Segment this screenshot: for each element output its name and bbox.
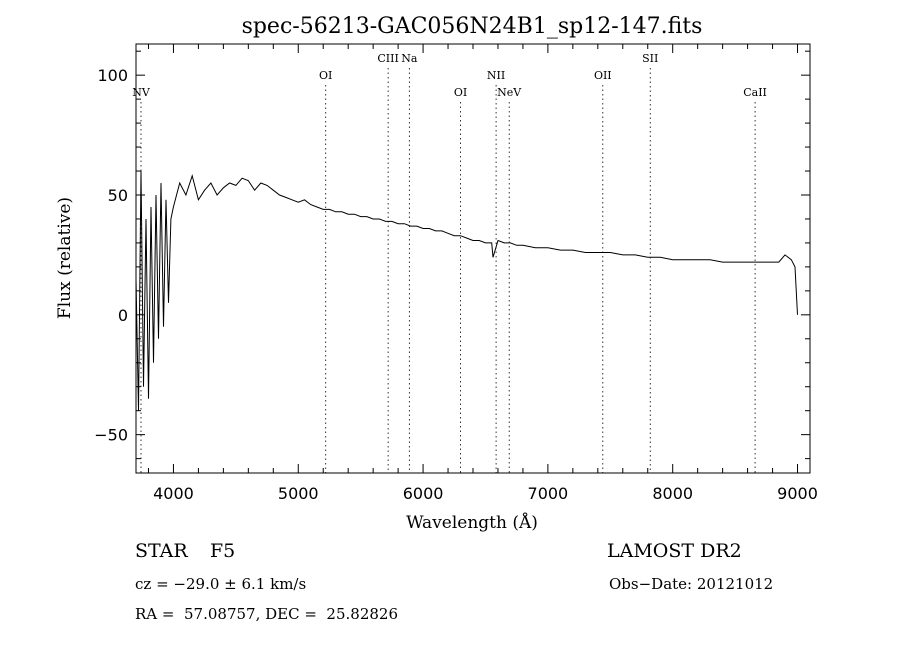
observation-date: Obs−Date: 20121012 bbox=[609, 575, 774, 593]
coordinates-readout: RA = 57.08757, DEC = 25.82826 bbox=[135, 605, 399, 623]
emission-line-label: OII bbox=[594, 69, 612, 82]
emission-line-label: OI bbox=[319, 69, 332, 82]
x-tick-label: 5000 bbox=[278, 484, 319, 503]
emission-line-label: CaII bbox=[743, 86, 767, 99]
emission-line-label: SII bbox=[642, 52, 658, 65]
plot-border bbox=[135, 43, 811, 474]
redshift-readout: cz = −29.0 ± 6.1 km/s bbox=[135, 575, 307, 593]
emission-line-markers: NV OI CIII Na OI NII NeV OII SII CaII bbox=[132, 52, 767, 473]
flux-series bbox=[135, 170, 798, 411]
x-axis-label: Wavelength (Å) bbox=[406, 512, 538, 533]
survey-name: LAMOST DR2 bbox=[607, 540, 742, 562]
y-tick-label: 50 bbox=[108, 186, 128, 205]
x-tick-label: 4000 bbox=[153, 484, 194, 503]
flux-line bbox=[135, 170, 798, 411]
y-tick-label: 0 bbox=[118, 306, 128, 325]
y-axis-label: Flux (relative) bbox=[55, 197, 75, 319]
y-tick-label: −50 bbox=[94, 426, 128, 445]
y-axis-ticks: −50 0 50 100 bbox=[94, 50, 810, 460]
emission-line-label: NeV bbox=[497, 86, 522, 99]
y-tick-label: 100 bbox=[97, 66, 128, 85]
object-class: STAR bbox=[135, 540, 188, 562]
plot-frame bbox=[135, 43, 811, 474]
x-tick-label: 6000 bbox=[403, 484, 444, 503]
emission-line-label: CIII bbox=[377, 52, 398, 65]
x-tick-label: 9000 bbox=[777, 484, 818, 503]
emission-line-label: Na bbox=[401, 52, 418, 65]
emission-line-label: OI bbox=[454, 86, 467, 99]
object-subclass: F5 bbox=[210, 540, 236, 562]
x-axis-ticks: 4000 5000 6000 7000 8000 9000 bbox=[147, 44, 818, 503]
x-tick-label: 7000 bbox=[528, 484, 569, 503]
x-tick-label: 8000 bbox=[652, 484, 693, 503]
emission-line-label: NII bbox=[487, 69, 505, 82]
emission-line-label: NV bbox=[132, 86, 151, 99]
chart-title: spec-56213-GAC056N24B1_sp12-147.fits bbox=[242, 14, 703, 39]
